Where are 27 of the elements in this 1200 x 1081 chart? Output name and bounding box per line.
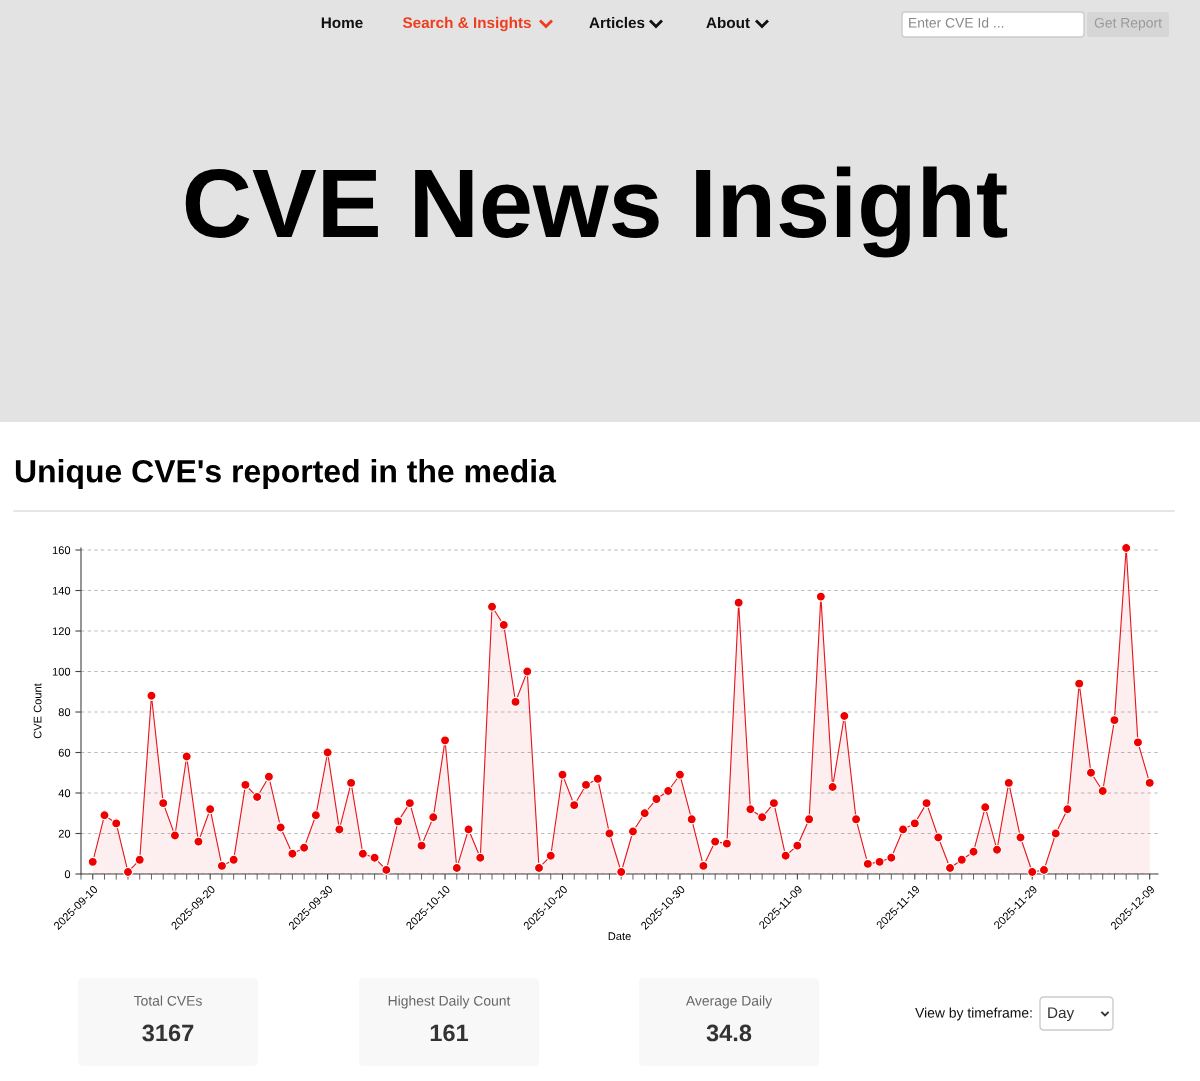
text: Articles <box>589 16 645 29</box>
y-tick-label: 160 <box>52 546 71 555</box>
text: Get Report <box>1094 17 1162 31</box>
y-tick-label: 140 <box>52 586 71 595</box>
text: Enter CVE Id ... <box>909 17 1004 28</box>
x-axis-title: Date <box>608 932 631 941</box>
text: Highest Daily Count <box>388 995 511 1009</box>
y-tick-label: 40 <box>58 789 71 798</box>
text: 3167 <box>142 1024 194 1042</box>
text: Search & Insights <box>402 16 531 32</box>
text: Day <box>1048 1007 1075 1022</box>
y-tick-label: 0 <box>64 870 71 879</box>
y-tick-label: 100 <box>52 667 71 676</box>
text: Home <box>321 17 363 29</box>
text: Total CVEs <box>133 995 202 1006</box>
text: 161 <box>430 1024 469 1042</box>
chart-title: Unique CVE's reported in the media <box>15 459 557 489</box>
y-tick-label: 120 <box>52 627 71 636</box>
text: CVE News Insight <box>185 166 1008 258</box>
y-tick-label: 60 <box>58 748 71 757</box>
text: View by timeframe: <box>915 1007 1032 1021</box>
y-axis-title: CVE Count <box>33 683 42 739</box>
text: 34.8 <box>706 1024 752 1042</box>
text: Average Daily <box>685 995 773 1009</box>
y-tick-label: 80 <box>58 708 71 717</box>
y-tick-label: 20 <box>58 829 71 838</box>
text: About <box>706 16 750 29</box>
